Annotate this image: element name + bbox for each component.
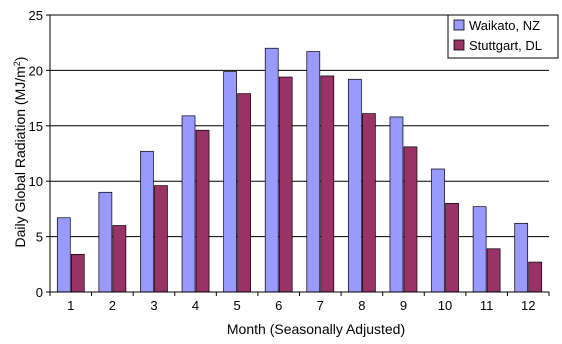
bar-waikato-month-2 (98, 191, 113, 293)
bar-stuttgart-month-7 (320, 75, 335, 293)
bar-stuttgart-month-4 (195, 129, 210, 293)
axes (46, 14, 550, 296)
bar-waikato-month-3 (140, 150, 154, 293)
bar-waikato-month-11 (472, 206, 487, 293)
x-tick-label: 10 (438, 298, 452, 313)
y-axis-title-main: Daily Global Radiation (MJ/m (12, 66, 28, 247)
y-tick-label: 25 (29, 8, 43, 23)
legend-label-stuttgart: Stuttgart, DL (469, 38, 542, 53)
x-tick-label: 2 (109, 298, 116, 313)
bar-waikato-month-6 (264, 47, 279, 293)
y-tick-label: 0 (36, 285, 43, 300)
bar-waikato-month-10 (431, 168, 445, 293)
bar-stuttgart-month-12 (528, 261, 543, 293)
legend-label-waikato: Waikato, NZ (469, 18, 540, 33)
bar-stuttgart-month-3 (154, 185, 168, 293)
gridlines (50, 14, 549, 238)
x-tick-label: 12 (521, 298, 535, 313)
legend: Waikato, NZ Stuttgart, DL (447, 14, 559, 59)
bar-waikato-month-8 (348, 78, 362, 293)
x-tick-label: 7 (317, 298, 324, 313)
bar-stuttgart-month-9 (403, 146, 418, 293)
bar-stuttgart-month-10 (445, 203, 459, 293)
y-tick-labels: 0 5 10 15 20 25 (29, 8, 43, 300)
x-tick-label: 4 (192, 298, 199, 313)
y-tick-label: 5 (36, 230, 43, 245)
bar-stuttgart-month-5 (237, 93, 251, 293)
bar-waikato-month-5 (223, 71, 237, 293)
x-tick-label: 5 (234, 298, 241, 313)
x-tick-label: 8 (358, 298, 365, 313)
y-axis-title: Daily Global Radiation (MJ/m2) (12, 57, 28, 248)
x-tick-labels: 1 2 3 4 5 6 7 8 9 10 11 12 (67, 298, 535, 313)
legend-swatch-stuttgart (453, 39, 465, 51)
legend-box (447, 14, 559, 59)
bar-waikato-month-9 (389, 116, 404, 293)
bar-stuttgart-month-11 (486, 248, 501, 293)
x-tick-label: 11 (480, 298, 494, 313)
y-tick-label: 10 (29, 174, 43, 189)
y-axis-title-superscript: 2 (12, 61, 22, 66)
bar-stuttgart-month-6 (278, 76, 293, 293)
bar-waikato-month-7 (306, 51, 321, 293)
y-tick-label: 15 (29, 119, 43, 134)
bar-waikato-month-4 (181, 115, 196, 293)
bar-waikato-month-12 (514, 222, 529, 293)
bars (56, 47, 543, 293)
x-axis-title: Month (Seasonally Adjusted) (227, 321, 405, 337)
bar-stuttgart-month-2 (112, 225, 127, 293)
x-tick-label: 3 (150, 298, 157, 313)
bar-waikato-month-1 (56, 217, 71, 293)
bar-stuttgart-month-8 (362, 113, 376, 293)
x-tick-label: 9 (400, 298, 407, 313)
y-tick-label: 20 (29, 63, 43, 78)
x-tick-label: 1 (67, 298, 74, 313)
bar-stuttgart-month-1 (70, 253, 85, 293)
legend-swatch-waikato (453, 19, 465, 31)
x-tick-label: 6 (275, 298, 282, 313)
y-axis-title-end: ) (12, 57, 28, 62)
